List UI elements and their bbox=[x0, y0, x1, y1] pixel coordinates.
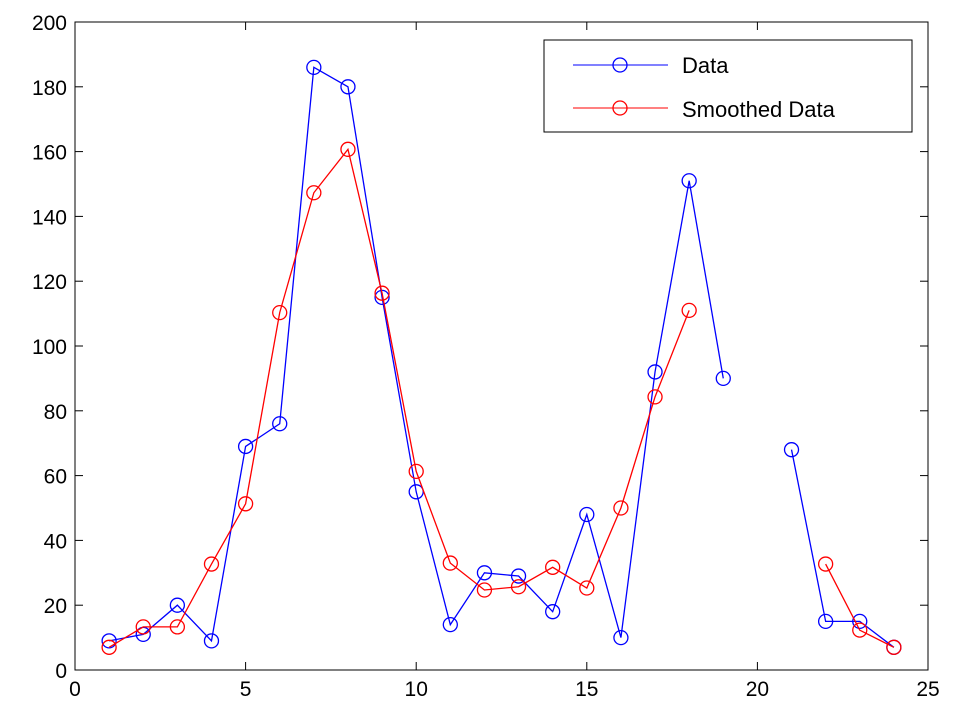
data-point-data bbox=[647, 364, 663, 380]
data-point-smoothed-data bbox=[613, 500, 629, 516]
y-tick-label: 100 bbox=[32, 336, 67, 359]
data-point-smoothed-data bbox=[647, 389, 663, 405]
data-point-data bbox=[613, 629, 629, 646]
y-tick-label: 80 bbox=[44, 401, 67, 424]
y-tick-label: 160 bbox=[32, 142, 67, 165]
data-point-smoothed-data bbox=[306, 185, 322, 201]
data-point-smoothed-data bbox=[442, 555, 458, 571]
legend-box bbox=[543, 39, 913, 133]
series-layer bbox=[101, 59, 902, 655]
data-point-data bbox=[237, 438, 254, 455]
series-data bbox=[101, 59, 902, 655]
x-tick-label: 5 bbox=[240, 678, 252, 701]
data-point-smoothed-data bbox=[681, 302, 697, 319]
legend-entry-data: Data bbox=[573, 53, 729, 78]
series-smoothed-data bbox=[101, 141, 902, 655]
data-point-data bbox=[340, 79, 356, 95]
data-point-data bbox=[476, 565, 493, 581]
data-point-smoothed-data bbox=[340, 141, 356, 157]
x-tick-label: 10 bbox=[405, 678, 428, 701]
data-point-data bbox=[101, 633, 117, 649]
series-line-smoothed-data bbox=[825, 563, 895, 648]
data-point-smoothed-data bbox=[408, 463, 424, 480]
data-point-data bbox=[715, 370, 731, 387]
series-line-data bbox=[108, 66, 724, 643]
data-point-data bbox=[579, 506, 595, 523]
data-point-smoothed-data bbox=[272, 304, 288, 321]
y-tick-label: 120 bbox=[32, 271, 67, 294]
data-point-smoothed-data bbox=[101, 639, 117, 655]
data-point-data bbox=[852, 613, 868, 630]
legend-marker-smoothed-data bbox=[612, 100, 628, 116]
data-point-data bbox=[442, 616, 458, 633]
y-tick-label: 40 bbox=[44, 530, 67, 553]
legend-label-smoothed-data: Smoothed Data bbox=[682, 97, 836, 122]
data-point-data bbox=[169, 597, 186, 613]
data-point-data bbox=[783, 442, 800, 458]
legend-marker-data bbox=[612, 57, 628, 73]
data-point-data bbox=[510, 568, 527, 584]
series-line-data bbox=[790, 449, 895, 648]
data-point-data bbox=[817, 613, 834, 630]
data-point-data bbox=[272, 416, 288, 432]
x-tick-label: 20 bbox=[746, 678, 769, 701]
y-tick-label: 140 bbox=[32, 206, 67, 229]
data-point-data bbox=[545, 604, 561, 620]
y-tick-label: 180 bbox=[32, 77, 67, 100]
series-line-smoothed-data bbox=[108, 147, 690, 648]
legend: Data Smoothed Data bbox=[543, 39, 913, 133]
x-tick-label: 25 bbox=[916, 678, 939, 701]
data-point-smoothed-data bbox=[237, 496, 254, 512]
data-point-smoothed-data bbox=[169, 619, 186, 635]
x-tick-label: 0 bbox=[69, 678, 81, 701]
data-point-data bbox=[681, 173, 697, 189]
y-tick-label: 200 bbox=[32, 12, 67, 35]
data-point-smoothed-data bbox=[510, 579, 527, 595]
data-point-smoothed-data bbox=[203, 556, 220, 572]
y-tick-label: 60 bbox=[44, 466, 67, 489]
data-point-smoothed-data bbox=[886, 639, 902, 655]
data-point-smoothed-data bbox=[545, 559, 561, 575]
legend-entry-smoothed-data: Smoothed Data bbox=[573, 97, 836, 122]
data-point-smoothed-data bbox=[135, 619, 151, 635]
data-point-smoothed-data bbox=[374, 285, 390, 301]
y-tick-label: 0 bbox=[55, 660, 67, 683]
data-point-smoothed-data bbox=[852, 622, 868, 638]
data-point-data bbox=[306, 59, 322, 76]
data-point-smoothed-data bbox=[476, 582, 493, 598]
data-point-smoothed-data bbox=[817, 556, 834, 572]
x-tick-label: 15 bbox=[575, 678, 598, 701]
data-point-smoothed-data bbox=[579, 580, 595, 596]
ticks-layer: 0 5 10 15 20 25 0 20 40 60 80 100 120 140 160 180 200 bbox=[32, 12, 940, 701]
y-tick-label: 20 bbox=[44, 595, 67, 618]
legend-label-data: Data bbox=[682, 53, 729, 78]
data-point-data bbox=[203, 633, 220, 649]
